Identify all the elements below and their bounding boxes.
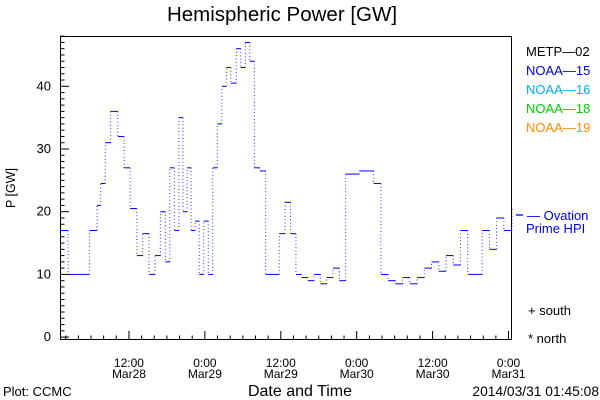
- svg-text:NOAA—15: NOAA—15: [526, 63, 590, 78]
- svg-text:Mar28: Mar28: [112, 367, 146, 381]
- svg-text:Mar29: Mar29: [264, 367, 298, 381]
- svg-text:P [GW]: P [GW]: [4, 168, 18, 208]
- svg-text:20: 20: [37, 204, 51, 219]
- svg-text:Prime HPI: Prime HPI: [526, 221, 585, 236]
- svg-text:NOAA—16: NOAA—16: [526, 82, 590, 97]
- svg-text:40: 40: [37, 78, 51, 93]
- svg-text:10: 10: [37, 266, 51, 281]
- svg-text:0: 0: [44, 329, 51, 344]
- svg-text:30: 30: [37, 141, 51, 156]
- svg-text:Hemispheric Power [GW]: Hemispheric Power [GW]: [167, 3, 397, 26]
- svg-text:+ south: + south: [528, 303, 571, 318]
- svg-text:Date and Time: Date and Time: [248, 383, 352, 400]
- svg-text:Mar30: Mar30: [416, 367, 450, 381]
- svg-text:Mar31: Mar31: [492, 367, 526, 381]
- svg-text:METP—02: METP—02: [526, 44, 590, 59]
- svg-text:NOAA—18: NOAA—18: [526, 101, 590, 116]
- svg-text:Mar29: Mar29: [188, 367, 222, 381]
- svg-text:* north: * north: [528, 331, 566, 346]
- svg-text:Plot: CCMC: Plot: CCMC: [3, 384, 72, 399]
- svg-text:Mar30: Mar30: [340, 367, 374, 381]
- svg-text:NOAA—19: NOAA—19: [526, 120, 590, 135]
- svg-text:2014/03/31 01:45:08: 2014/03/31 01:45:08: [472, 384, 599, 399]
